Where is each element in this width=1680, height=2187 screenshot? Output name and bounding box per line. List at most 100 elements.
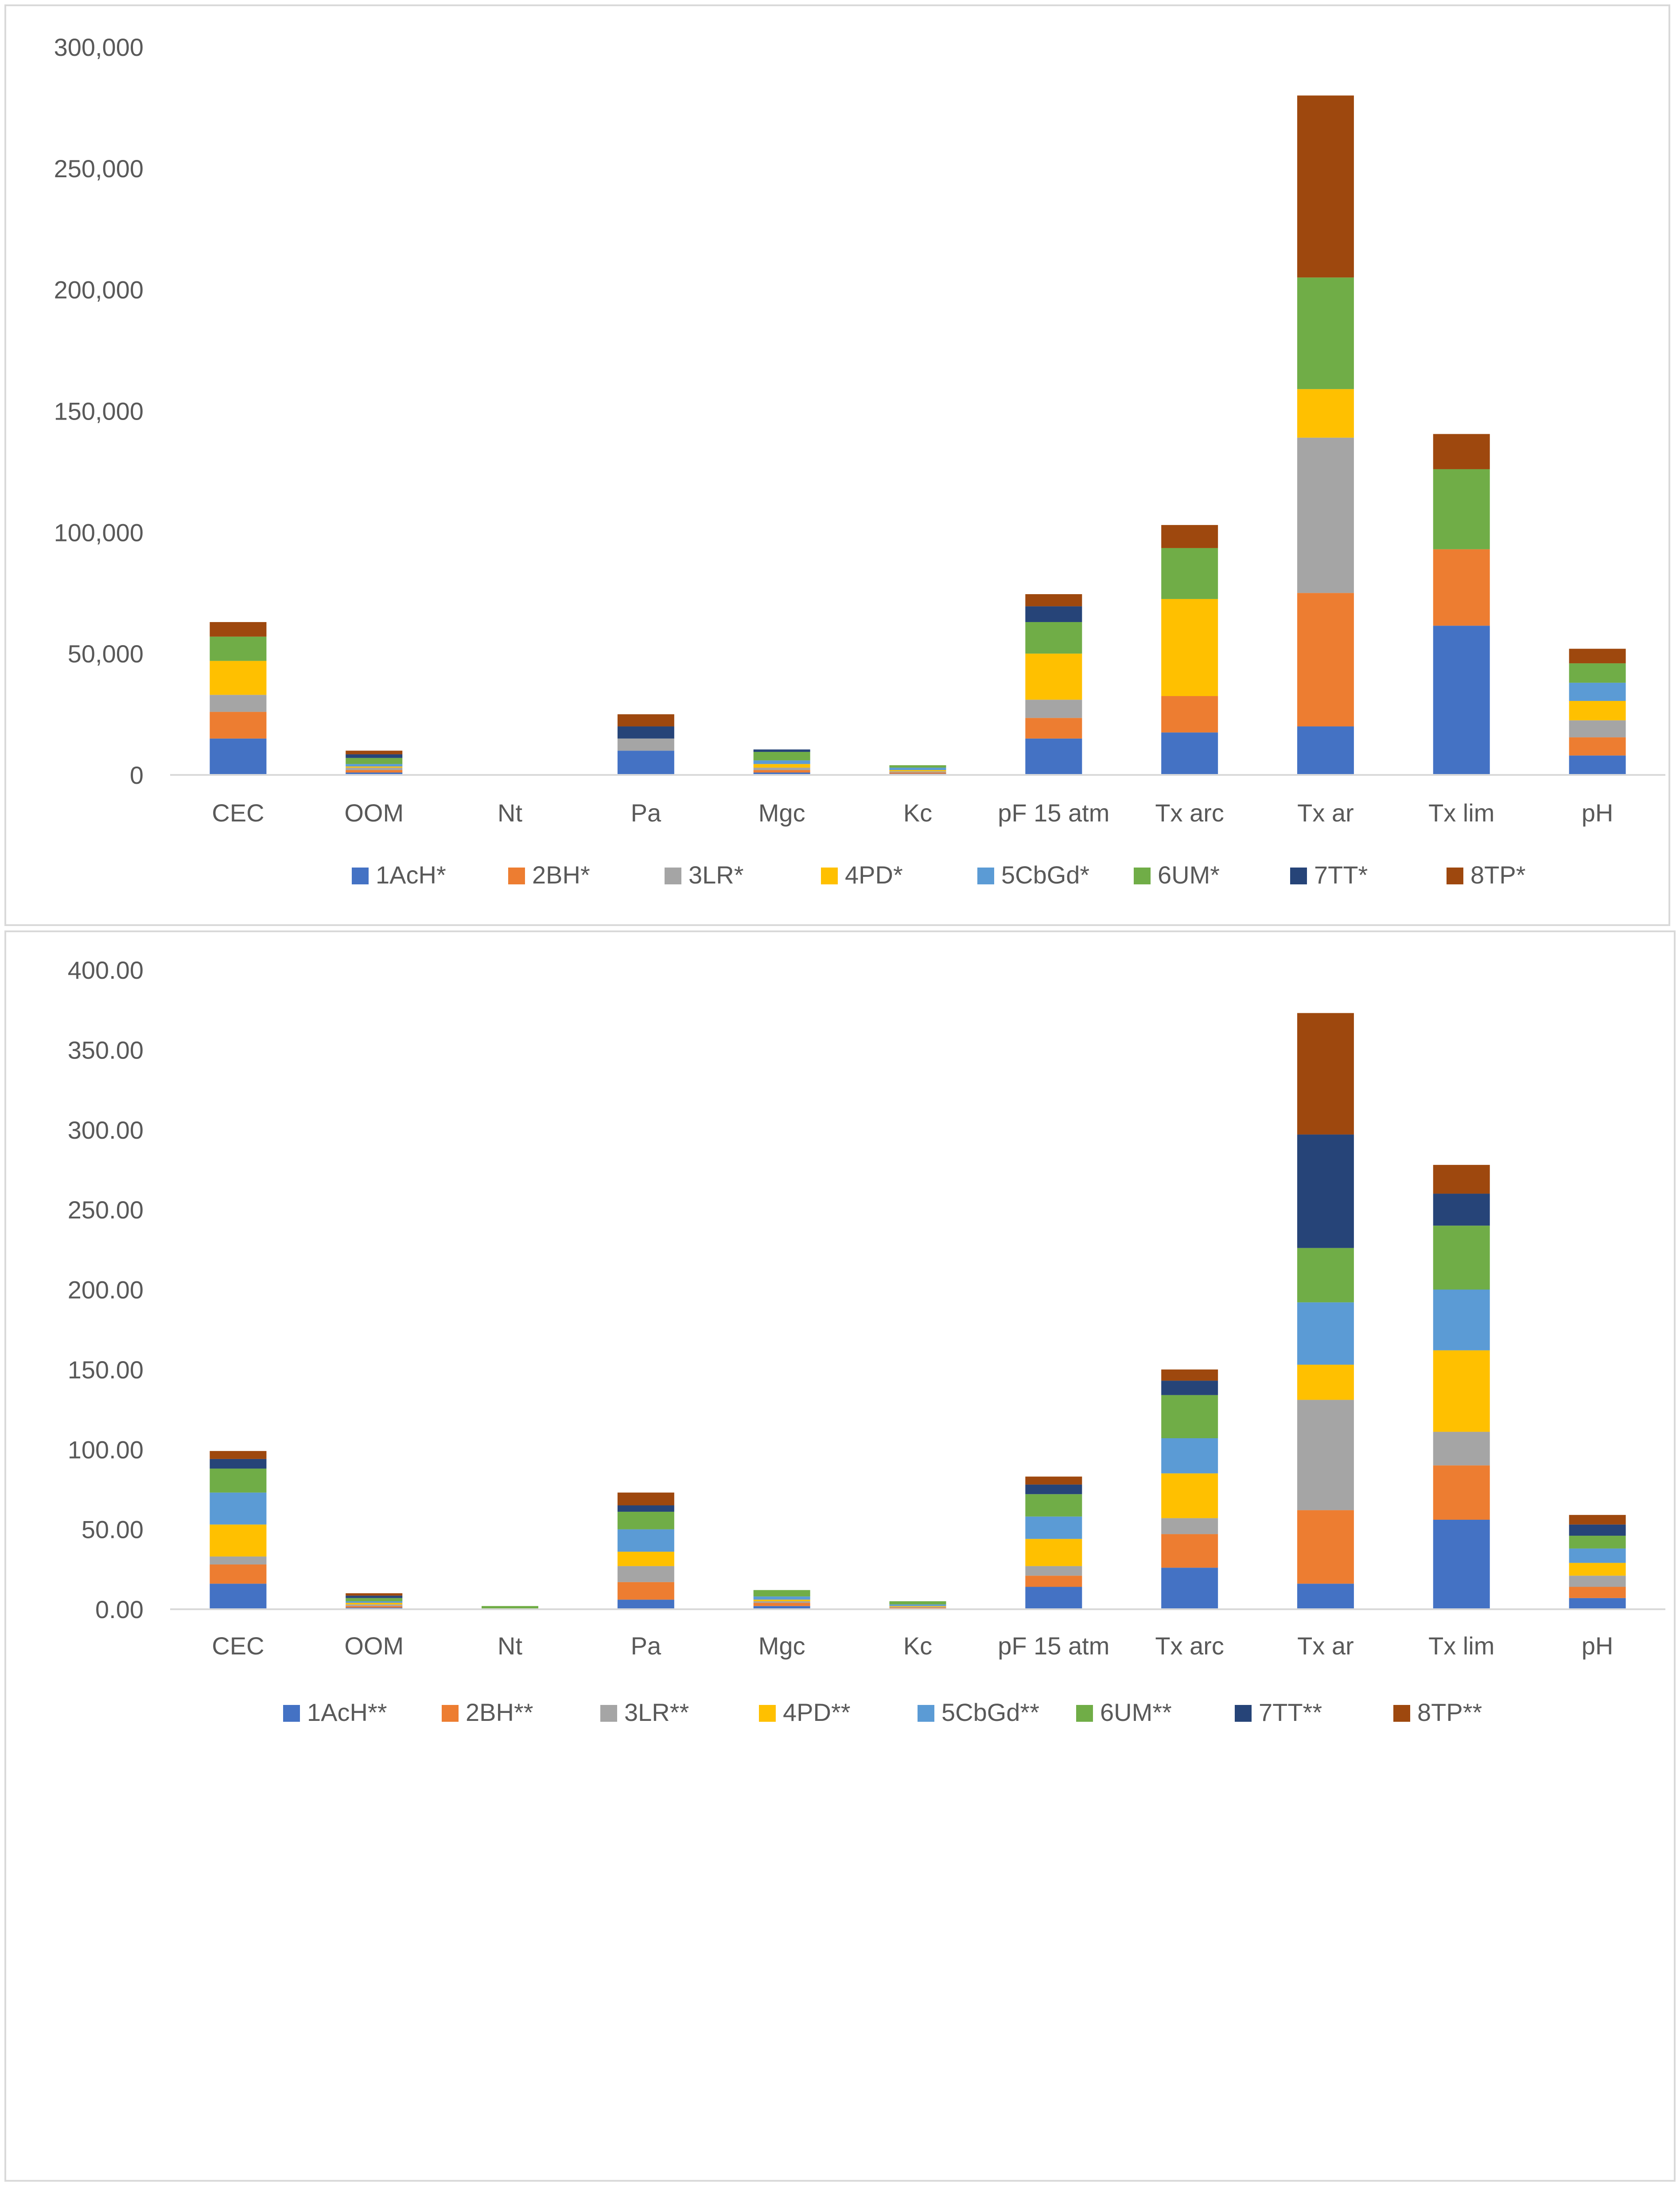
bar-segment (1025, 1484, 1082, 1494)
bar-segment (617, 726, 674, 739)
legend-swatch (1076, 1705, 1093, 1722)
bar-segment (1433, 1165, 1490, 1194)
bar-segment (1025, 1576, 1082, 1587)
bar-segment (1161, 1534, 1218, 1568)
bar-segment (753, 1603, 810, 1606)
bar-segment (889, 765, 946, 768)
y-tick-label: 250.00 (68, 1196, 144, 1224)
bar-segment (1025, 1476, 1082, 1485)
bar-segment (346, 1595, 403, 1598)
bar-segment (1025, 1566, 1082, 1576)
bar-segment (1025, 1516, 1082, 1539)
bar-segment (1569, 1576, 1626, 1587)
bar-segment (617, 1492, 674, 1506)
bar-segment (346, 758, 403, 764)
bar-segment (889, 767, 946, 771)
y-tick-label: 50.00 (82, 1516, 144, 1544)
bar-segment (617, 751, 674, 775)
bar-segment (210, 661, 267, 695)
bar-segment (1569, 682, 1626, 701)
bar-segment (1025, 1539, 1082, 1566)
bar-segment (889, 770, 946, 771)
x-category-label: CEC (212, 799, 264, 827)
bar-segment (1433, 1289, 1490, 1350)
bar-segment (346, 1601, 403, 1603)
x-category-label: pF 15 atm (998, 799, 1109, 827)
bar-segment (617, 738, 674, 751)
stacked-bar-chart-top: 0 50,000 100,000 150,000 200,000 250,000 300,0… (54, 33, 1665, 889)
legend-swatch (352, 868, 369, 884)
bar-segment (1297, 1248, 1354, 1303)
bar-segment (1297, 437, 1354, 593)
bar-segment (1161, 732, 1218, 775)
legend-swatch (1290, 868, 1307, 884)
legend-entry-label: 1AcH* (376, 861, 446, 889)
legend-swatch (759, 1705, 776, 1722)
x-category-label: Tx ar (1297, 799, 1354, 827)
legend-swatch (1447, 868, 1463, 884)
bar-segment (1025, 654, 1082, 700)
bar-segment (1569, 720, 1626, 738)
stacked-bar-chart-bottom: 0.00 50.00 100.00 150.00 200.00 250.00 300.00 3… (68, 956, 1665, 1726)
bar-segment (210, 1564, 267, 1584)
bar-segment (1569, 663, 1626, 683)
x-category-label: CEC (212, 1632, 264, 1660)
bar-segment (346, 772, 403, 775)
bar-segment (1025, 738, 1082, 775)
bar-segment (1297, 1013, 1354, 1135)
legend-entry-label: 4PD* (845, 861, 903, 889)
bar-segment (1569, 1563, 1626, 1576)
bar-segment (1433, 1519, 1490, 1609)
bar-segment (1161, 525, 1218, 548)
x-category-label: Nt (498, 799, 522, 827)
bar-segment (1433, 1465, 1490, 1520)
bar-segment (346, 770, 403, 773)
x-category-label: Pa (631, 799, 661, 827)
legend-entry-label: 7TT** (1259, 1698, 1322, 1726)
legend-entry-label: 3LR** (624, 1698, 689, 1726)
bar-segment (1025, 1587, 1082, 1609)
bars-group (210, 95, 1626, 775)
legend: 1AcH* 2BH* 3LR* 4PD* 5CbGd* 6UM* 7TT* 8TP* (352, 861, 1526, 889)
x-category-label: Kc (903, 799, 932, 827)
bar-segment (1025, 718, 1082, 739)
bar-segment (1297, 95, 1354, 278)
bar-segment (1433, 626, 1490, 775)
y-tick-label: 0 (130, 761, 144, 789)
bar-segment (346, 1606, 403, 1608)
legend-swatch (283, 1705, 300, 1722)
bar-segment (617, 1599, 674, 1609)
bar-segment (889, 1606, 946, 1607)
x-category-label: Tx lim (1428, 799, 1494, 827)
bar-segment (753, 767, 810, 771)
bar-segment (210, 1584, 267, 1609)
legend-swatch (665, 868, 681, 884)
legend-swatch (1393, 1705, 1410, 1722)
y-tick-label: 300.00 (68, 1116, 144, 1144)
legend-entry-label: 6UM** (1100, 1698, 1172, 1726)
y-tick-label: 300,000 (54, 33, 144, 61)
legend-entry-label: 1AcH** (307, 1698, 387, 1726)
legend-entry-label: 8TP** (1417, 1698, 1482, 1726)
bar-segment (753, 1596, 810, 1600)
bar-segment (1297, 277, 1354, 389)
bar-segment (1569, 1524, 1626, 1536)
bar-segment (210, 1451, 267, 1459)
bar-segment (1297, 1510, 1354, 1584)
bar-segment (1161, 1438, 1218, 1474)
x-category-label: pH (1582, 799, 1614, 827)
legend: 1AcH** 2BH** 3LR** 4PD** 5CbGd** 6UM** 7TT** 8T… (283, 1698, 1482, 1726)
x-category-label: Mgc (758, 799, 805, 827)
bar-segment (1569, 1587, 1626, 1598)
bar-segment (1569, 649, 1626, 664)
x-category-label: Kc (903, 1632, 932, 1660)
bar-segment (1433, 1194, 1490, 1226)
bar-segment (1569, 1598, 1626, 1609)
bar-segment (753, 749, 810, 752)
legend-entry-label: 6UM* (1158, 861, 1220, 889)
bar-segment (1025, 700, 1082, 718)
x-category-label: Tx arc (1155, 1632, 1224, 1660)
legend-swatch (918, 1705, 934, 1722)
bar-segment (889, 772, 946, 774)
legend-swatch (821, 868, 838, 884)
